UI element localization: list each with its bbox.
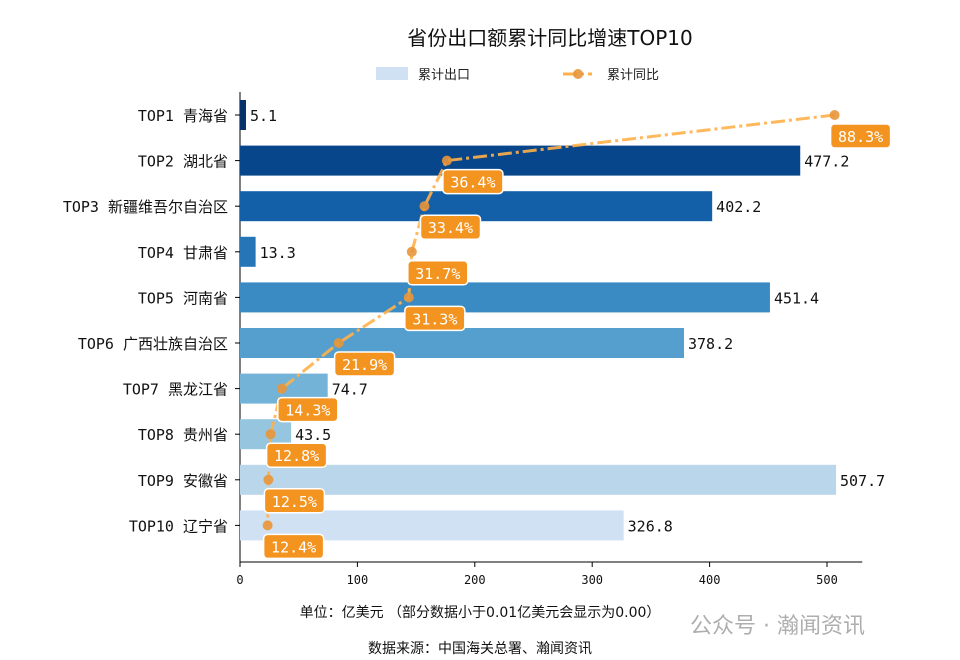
line-point — [265, 429, 276, 440]
bar — [240, 100, 246, 130]
line-data-label: 21.9% — [333, 351, 396, 377]
label-text: 36.4% — [450, 174, 495, 192]
label-box — [419, 214, 482, 240]
line-point — [276, 383, 287, 394]
bar-value-label: 477.2 — [804, 153, 849, 171]
line-point — [263, 474, 274, 485]
y-tick-label: TOP7 黑龙江省 — [123, 381, 228, 399]
legend-line-marker — [573, 69, 583, 79]
label-box — [263, 488, 326, 514]
y-tick-label: TOP1 青海省 — [138, 107, 228, 125]
y-tick-label: TOP6 广西壮族自治区 — [78, 335, 228, 353]
line-data-label: 12.5% — [263, 488, 326, 514]
x-tick-label: 300 — [581, 573, 603, 587]
label-box — [404, 305, 466, 332]
label-box — [407, 260, 469, 286]
line-point — [829, 110, 840, 120]
line-data-label: 12.4% — [262, 533, 325, 560]
label-text: 31.3% — [412, 310, 457, 328]
bar-value-label: 13.3 — [260, 244, 296, 262]
bar-value-label: 402.2 — [716, 198, 761, 216]
y-tick-label: TOP9 安徽省 — [138, 472, 228, 490]
label-text: 88.3% — [838, 128, 883, 146]
label-box — [333, 351, 396, 377]
bar — [240, 464, 837, 495]
bar-value-label: 451.4 — [774, 289, 819, 307]
line-point — [441, 155, 452, 166]
y-tick-label: TOP2 湖北省 — [138, 153, 228, 171]
y-tick-label: TOP4 甘肃省 — [138, 244, 228, 262]
line-point — [419, 201, 430, 212]
label-text: 12.5% — [272, 493, 317, 511]
x-tick-label: 500 — [816, 573, 838, 587]
bar — [240, 145, 801, 176]
bar-value-label: 43.5 — [295, 426, 331, 444]
chart-title: 省份出口额累计同比增速TOP10 — [407, 26, 693, 50]
line-series — [266, 113, 835, 526]
bar — [240, 236, 256, 267]
bar-value-label: 74.7 — [332, 381, 368, 399]
bar-value-label: 378.2 — [688, 335, 733, 353]
line-point — [403, 292, 414, 303]
y-tick-label: TOP5 河南省 — [138, 289, 228, 307]
bar — [240, 328, 685, 358]
label-box — [265, 442, 328, 468]
line-data-label: 33.4% — [419, 214, 482, 240]
legend-bar-label: 累计出口 — [418, 68, 470, 83]
watermark: 公众号 · 瀚闻资讯 — [690, 614, 865, 639]
bar-value-label: 5.1 — [250, 107, 277, 125]
legend-line-label: 累计同比 — [607, 68, 659, 83]
line-data-label: 31.3% — [404, 305, 466, 332]
source-note: 数据来源：中国海关总署、瀚闻资讯 — [368, 641, 592, 657]
x-axis-label: 单位：亿美元 （部分数据小于0.01亿美元会显示为0.00） — [299, 605, 661, 621]
label-text: 12.4% — [271, 538, 316, 556]
line-point — [333, 338, 344, 348]
label-text: 33.4% — [428, 219, 473, 237]
line-data-label: 12.8% — [265, 442, 328, 468]
line-point — [406, 246, 417, 257]
label-text: 21.9% — [342, 356, 387, 374]
bar — [240, 282, 770, 313]
y-tick-label: TOP3 新疆维吾尔自治区 — [63, 198, 228, 216]
line-data-label: 14.3% — [277, 396, 339, 423]
x-tick-label: 400 — [699, 573, 721, 587]
line-data-label: 36.4% — [442, 168, 504, 195]
label-box — [277, 396, 339, 423]
y-tick-label: TOP10 辽宁省 — [129, 517, 228, 535]
y-tick-label: TOP8 贵州省 — [138, 426, 228, 444]
label-text: 14.3% — [285, 402, 330, 420]
x-tick-label: 0 — [236, 573, 243, 587]
line-point — [262, 520, 273, 531]
label-box — [442, 168, 504, 195]
line-data-label: 88.3% — [829, 123, 892, 149]
line-data-label: 31.7% — [407, 260, 469, 286]
bar-value-label: 326.8 — [628, 517, 673, 535]
label-box — [829, 123, 892, 149]
label-text: 12.8% — [274, 447, 319, 465]
label-box — [262, 533, 325, 560]
legend-bar-swatch — [376, 67, 408, 80]
x-tick-label: 200 — [464, 573, 486, 587]
bar-value-label: 507.7 — [840, 472, 885, 490]
x-tick-label: 100 — [347, 573, 369, 587]
label-text: 31.7% — [415, 265, 460, 283]
